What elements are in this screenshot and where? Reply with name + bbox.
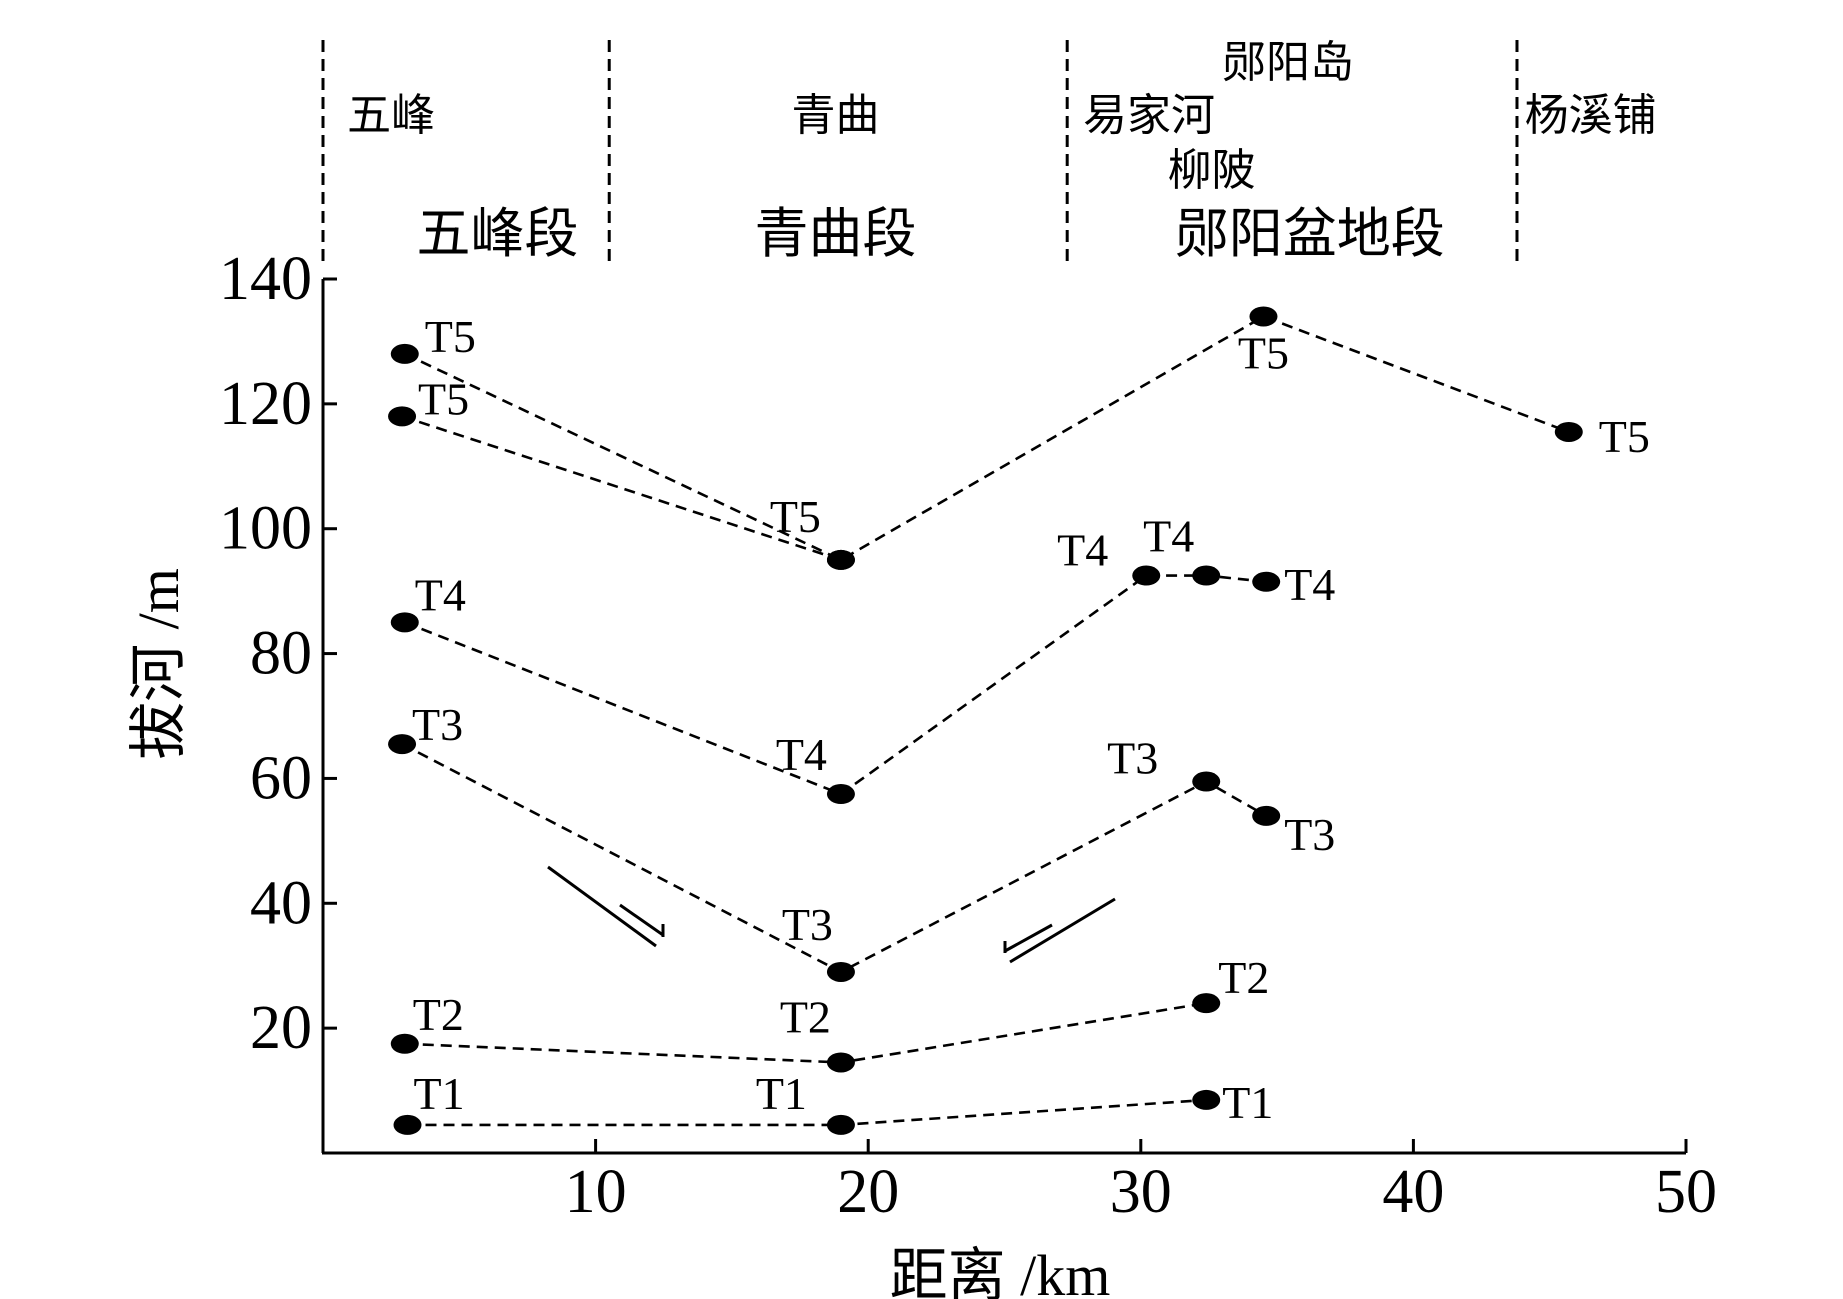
data-label-3-0: T3 [412, 699, 463, 750]
y-tick-label-120: 120 [219, 370, 312, 438]
data-label-3-2: T3 [1107, 733, 1158, 784]
fault-arrow-left [547, 865, 665, 948]
x-tick-label-20: 20 [837, 1158, 899, 1226]
data-label-0-2: T5 [1238, 327, 1289, 378]
data-point-2-3 [1192, 565, 1221, 586]
x-tick-label-10: 10 [565, 1158, 627, 1226]
x-tick-label-30: 30 [1110, 1158, 1172, 1226]
axis-ticks: 10 20 30 40 50 20 40 60 80 100 120 140 [219, 245, 1717, 1226]
y-tick-label-20: 20 [250, 994, 312, 1062]
series-line-0 [404, 315, 1570, 562]
axes [321, 279, 1686, 1155]
location-label-5: 杨溪铺 [1525, 90, 1657, 141]
data-label-2-0: T4 [415, 569, 466, 620]
data-point-1-1 [826, 549, 855, 570]
location-label-4: 柳陂 [1168, 145, 1256, 196]
location-label-0: 五峰 [347, 90, 435, 141]
data-point-2-0 [390, 612, 419, 633]
series-3: T3 T3 T3 T3 [388, 699, 1335, 982]
data-point-5-1 [826, 1114, 855, 1135]
data-point-4-2 [1192, 993, 1221, 1014]
data-point-3-1 [826, 961, 855, 982]
location-label-1: 青曲 [791, 90, 879, 141]
data-point-2-2 [1132, 565, 1161, 586]
series-2: T4 T4 T4 T4 T4 [390, 511, 1335, 805]
data-series: T5 T5 T5 T5 T5 T4 T4 T4 T4 T4 T3 T3 T3 T3 T2 T2 T2 T1 T1 T1 [388, 306, 1650, 1135]
segment-label-1: 青曲段 [754, 202, 916, 265]
y-tick-label-100: 100 [219, 495, 312, 563]
data-point-3-3 [1252, 805, 1281, 826]
data-point-0-3 [1554, 421, 1583, 442]
data-point-2-4 [1252, 571, 1281, 592]
data-point-4-1 [826, 1052, 855, 1073]
x-tick-label-50: 50 [1655, 1158, 1717, 1226]
data-point-0-2 [1249, 306, 1278, 327]
series-0: T5 T5 T5 T5 [390, 306, 1650, 570]
segment-label-0: 五峰段 [416, 202, 578, 265]
segment-label-2: 郧阳盆地段 [1175, 202, 1445, 265]
data-label-2-2: T4 [1057, 525, 1108, 576]
segment-labels: 五峰段 青曲段 郧阳盆地段 [416, 202, 1444, 265]
location-label-3: 易家河 [1083, 90, 1215, 141]
data-point-3-2 [1192, 771, 1221, 792]
location-label-2: 郧阳岛 [1222, 37, 1354, 88]
data-label-4-2: T2 [1218, 952, 1269, 1003]
data-label-4-0: T2 [413, 989, 464, 1040]
series-5: T1 T1 T1 [393, 1068, 1273, 1135]
data-label-5-1: T1 [756, 1068, 807, 1119]
data-point-3-0 [388, 734, 417, 755]
data-label-2-3: T4 [1143, 511, 1194, 562]
series-line-3 [401, 742, 1267, 974]
y-tick-label-40: 40 [250, 869, 312, 937]
data-point-1-0 [388, 406, 417, 427]
data-point-5-2 [1192, 1089, 1221, 1110]
data-point-0-0 [390, 343, 419, 364]
fault-arrow-right [1003, 897, 1116, 964]
x-tick-label-40: 40 [1382, 1158, 1444, 1226]
series-line-1 [401, 415, 842, 562]
data-label-0-3: T5 [1599, 411, 1650, 462]
y-tick-label-60: 60 [250, 744, 312, 812]
data-point-2-1 [826, 784, 855, 805]
data-label-0-1: T5 [770, 491, 821, 542]
data-label-3-3: T3 [1284, 809, 1335, 860]
data-label-4-1: T2 [780, 991, 831, 1042]
series-line-2 [404, 574, 1267, 796]
series-1: T5 [388, 373, 855, 570]
y-tick-label-80: 80 [250, 620, 312, 688]
x-axis-title: 距离 /km [890, 1243, 1111, 1299]
data-point-4-0 [390, 1033, 419, 1054]
data-label-5-0: T1 [414, 1068, 465, 1119]
data-label-1-0: T5 [418, 373, 469, 424]
data-label-2-1: T4 [776, 729, 827, 780]
series-4: T2 T2 T2 [390, 952, 1269, 1073]
fault-arrows [547, 865, 1116, 964]
data-label-5-2: T1 [1222, 1077, 1273, 1128]
data-point-5-0 [393, 1114, 422, 1135]
y-tick-label-140: 140 [219, 245, 312, 313]
y-axis-title: 拔河 /m [126, 568, 191, 760]
data-label-2-4: T4 [1284, 559, 1335, 610]
data-label-0-0: T5 [425, 311, 476, 362]
data-label-3-1: T3 [782, 899, 833, 950]
